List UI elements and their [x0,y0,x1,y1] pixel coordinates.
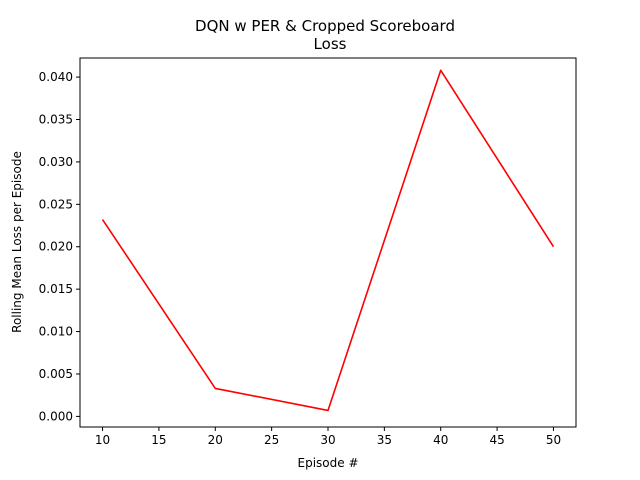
x-tick-label: 30 [320,433,335,447]
y-tick-label: 0.005 [39,367,73,381]
x-tick-label: 25 [264,433,279,447]
x-tick-label: 10 [95,433,110,447]
x-tick-label: 35 [377,433,392,447]
y-tick-label: 0.010 [39,325,73,339]
y-tick-label: 0.020 [39,240,73,254]
y-tick-label: 0.040 [39,70,73,84]
series-line-0 [101,69,555,412]
y-axis-label: Rolling Mean Loss per Episode [10,151,24,333]
y-tick-label: 0.025 [39,197,73,211]
x-tick-label: 40 [433,433,448,447]
x-tick-label: 20 [208,433,223,447]
y-tick-label: 0.000 [39,409,73,423]
x-tick-label: 15 [151,433,166,447]
chart-title-line1: DQN w PER & Cropped Scoreboard [195,17,455,35]
chart-title-line2: Loss [314,35,347,53]
x-axis-label: Episode # [298,456,359,470]
y-tick-label: 0.015 [39,282,73,296]
y-tick-label: 0.030 [39,155,73,169]
plot-area: 10 15 20 25 30 35 40 45 50 0.000 0.005 0.010 0.015 0.… [39,57,577,447]
y-tick-label: 0.035 [39,113,73,127]
x-tick-label: 45 [489,433,504,447]
x-tick-label: 50 [546,433,561,447]
